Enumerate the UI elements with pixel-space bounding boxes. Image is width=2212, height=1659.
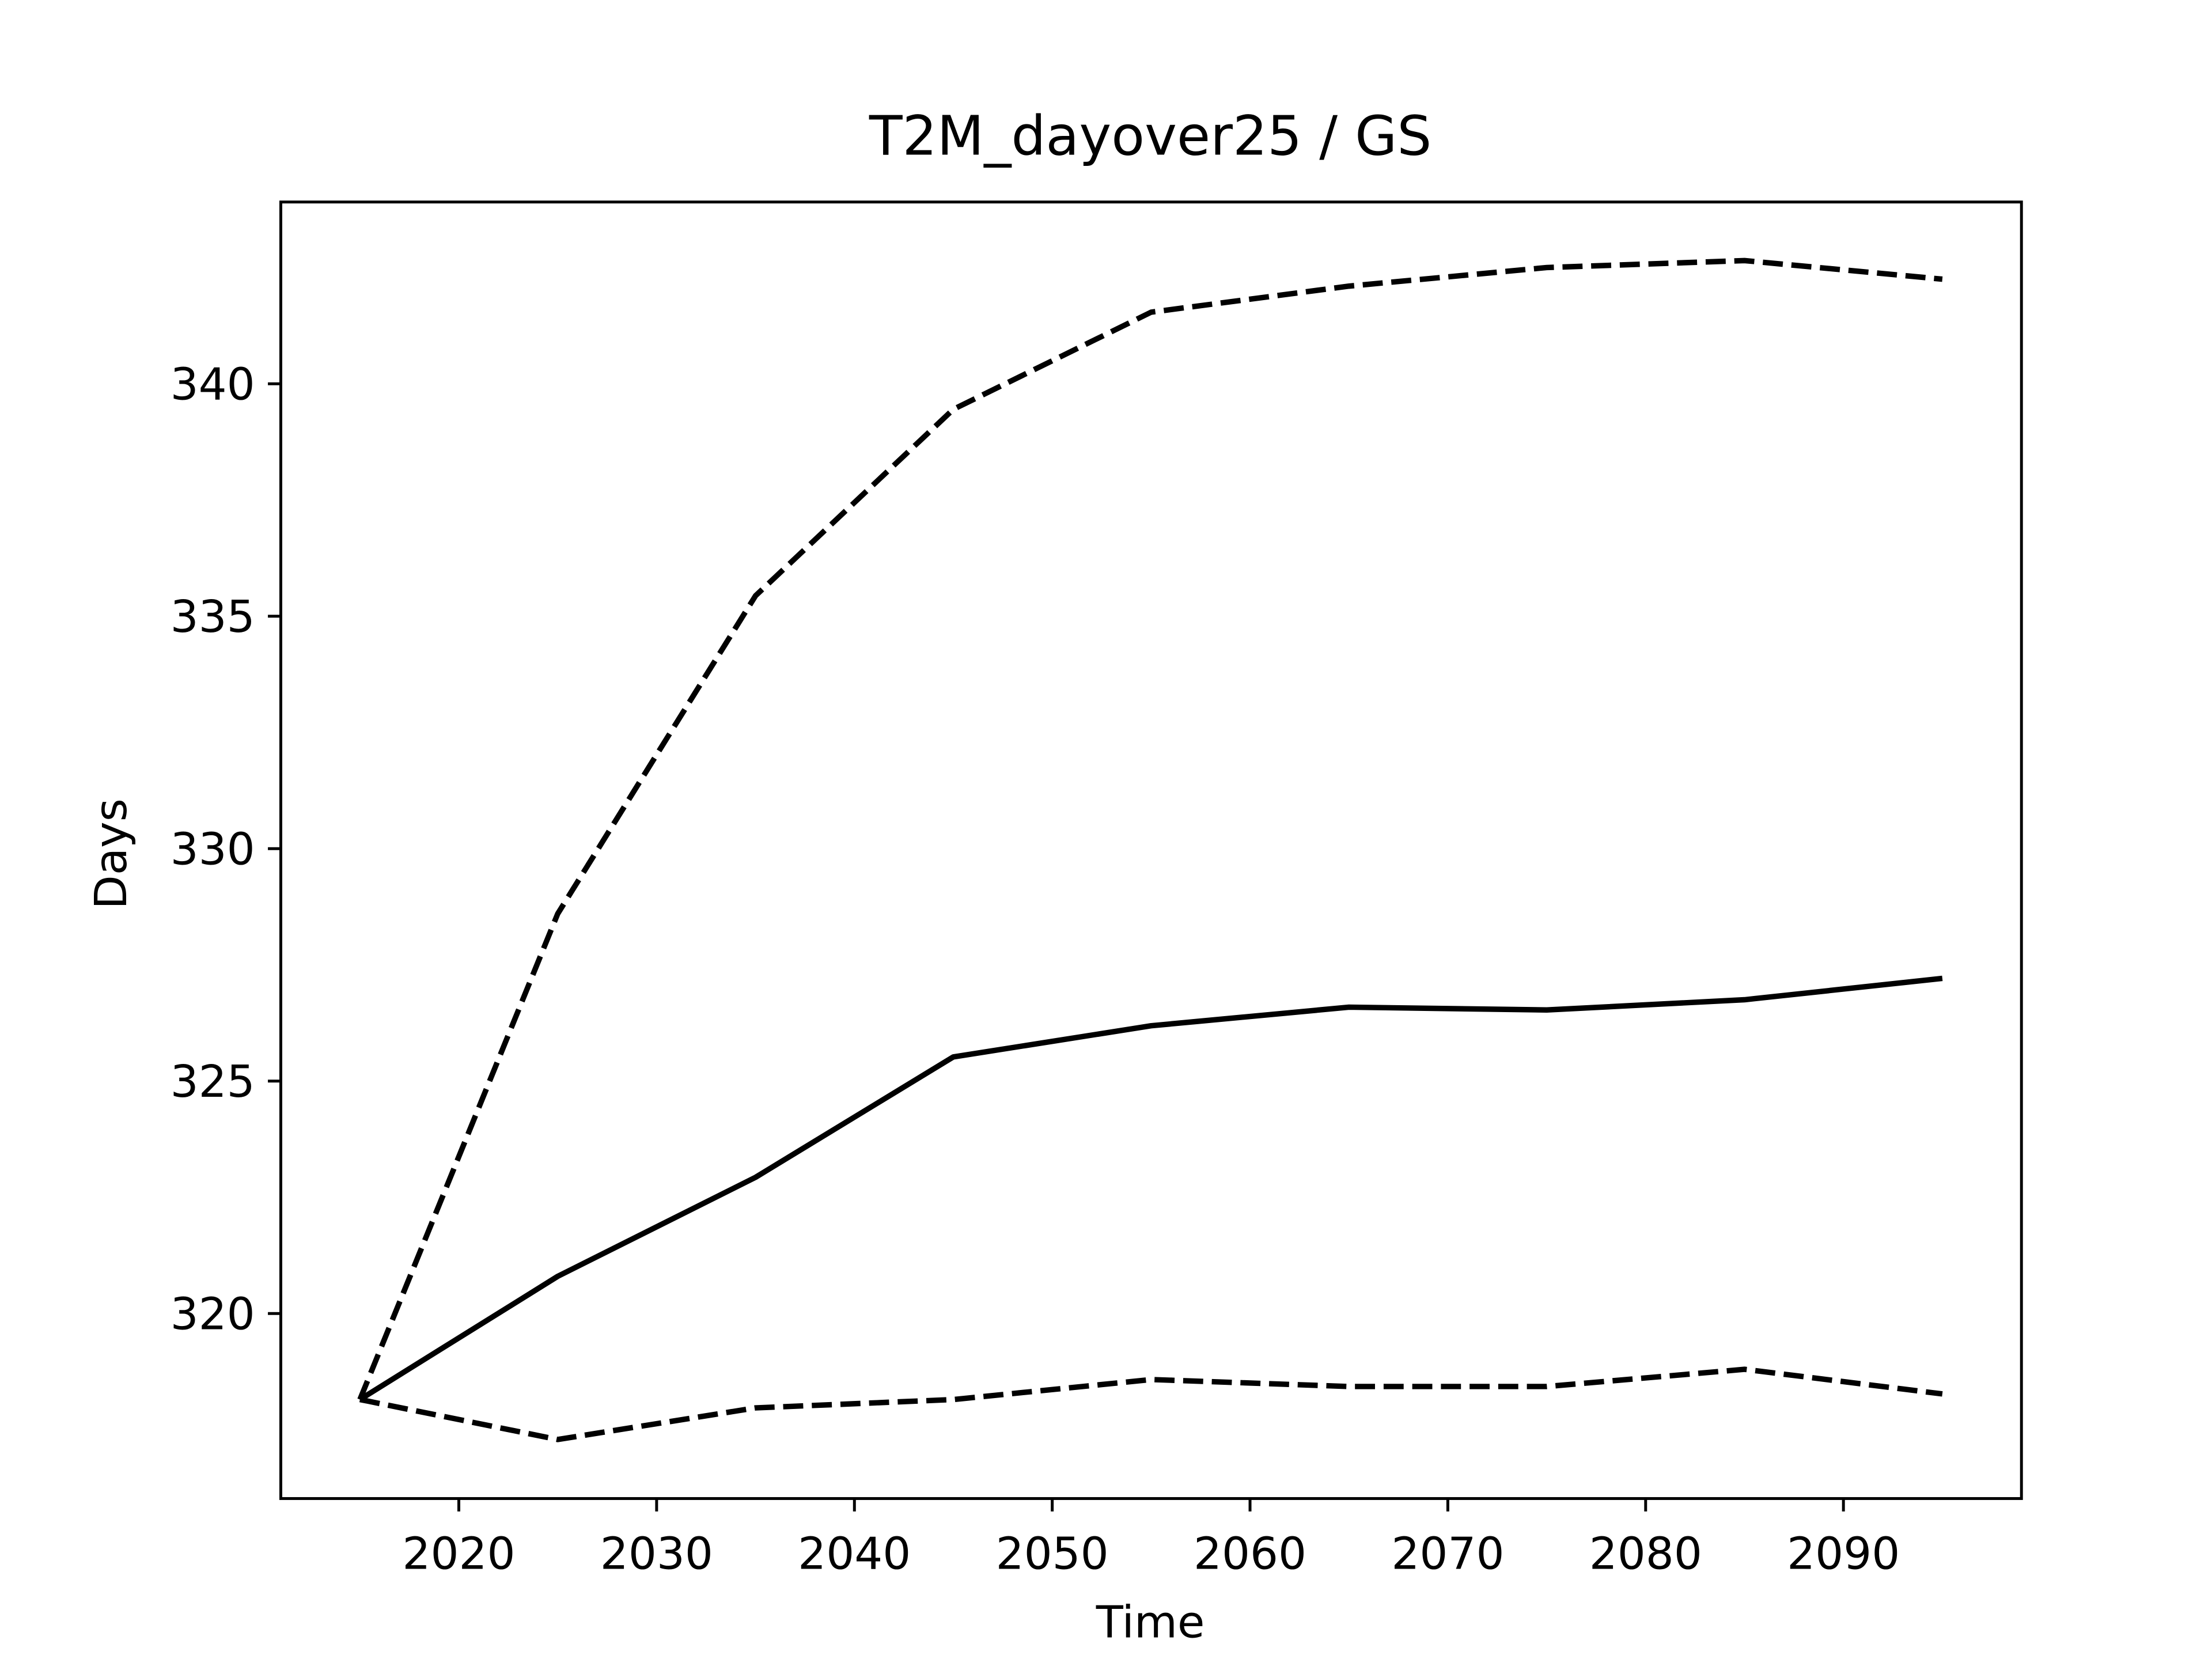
data-line <box>359 1366 1943 1442</box>
x-tick-label: 2050 <box>996 1528 1109 1580</box>
y-tick-label: 340 <box>171 359 255 411</box>
data-line <box>357 257 1943 1401</box>
y-tick-label: 320 <box>171 1289 255 1340</box>
x-tick-label: 2020 <box>402 1528 515 1580</box>
x-tick-label: 2060 <box>1194 1528 1306 1580</box>
chart-title: T2M_dayover25 / GS <box>869 105 1432 168</box>
x-tick-label: 2080 <box>1589 1528 1702 1580</box>
x-tick-label: 2070 <box>1391 1528 1504 1580</box>
y-tick-label: 335 <box>171 591 255 643</box>
x-tick-label: 2040 <box>798 1528 911 1580</box>
x-axis-label: Time <box>1096 1597 1205 1649</box>
x-tick-label: 2090 <box>1787 1528 1900 1580</box>
data-line <box>358 975 1943 1402</box>
y-tick-label: 325 <box>171 1056 255 1108</box>
y-axis-label: Days <box>85 798 137 909</box>
y-tick-label: 330 <box>171 824 255 876</box>
x-tick-label: 2030 <box>600 1528 713 1580</box>
plot-frame <box>279 200 2023 1500</box>
